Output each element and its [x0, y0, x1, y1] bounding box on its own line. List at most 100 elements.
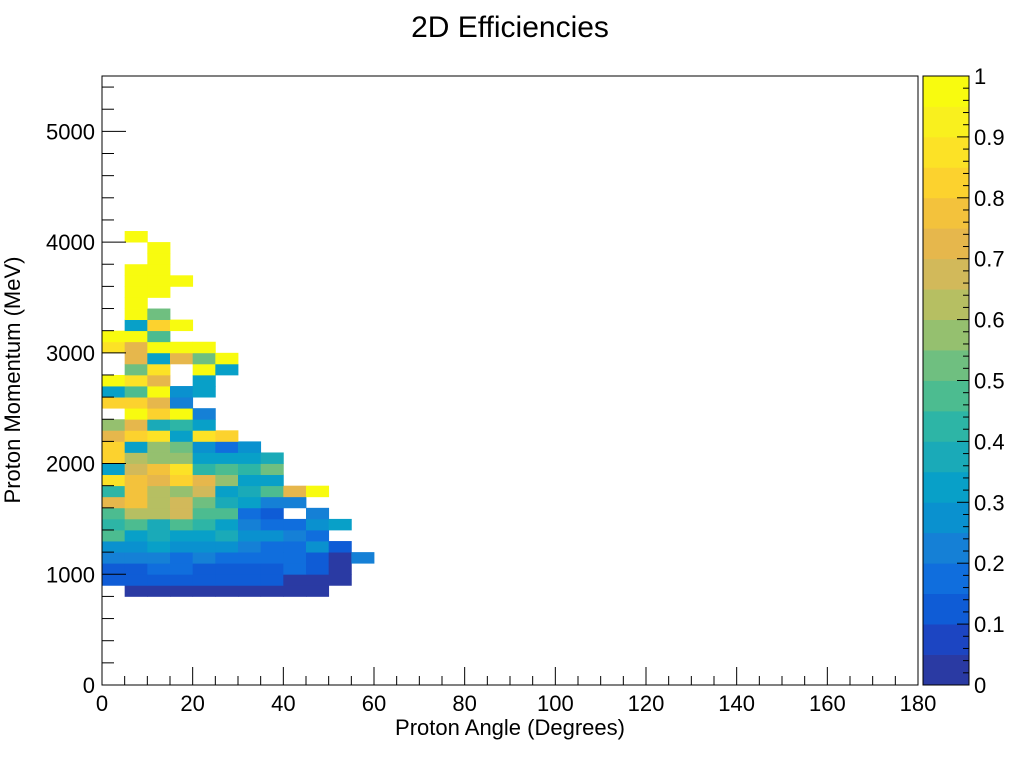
- heatmap-cell: [260, 518, 284, 531]
- heatmap-cell: [215, 485, 239, 498]
- heatmap-cell: [147, 574, 171, 586]
- heatmap-cell: [170, 574, 194, 586]
- heatmap-cell: [102, 574, 126, 586]
- heatmap-cell: [124, 264, 148, 276]
- heatmap-cell: [260, 541, 284, 553]
- heatmap-cell: [215, 529, 239, 542]
- heatmap-cell: [102, 507, 126, 520]
- heatmap-cell: [124, 363, 148, 376]
- heatmap-cell: [147, 352, 171, 365]
- heatmap-cell: [192, 474, 216, 487]
- heatmap-cell: [238, 518, 262, 531]
- x-tick-label: 40: [271, 691, 295, 716]
- heatmap-cell: [170, 386, 194, 398]
- heatmap-cell: [102, 552, 126, 564]
- heatmap-cell: [192, 463, 216, 476]
- heatmap-cell: [192, 574, 216, 586]
- heatmap-cell: [238, 552, 262, 564]
- x-tick-label: 120: [628, 691, 665, 716]
- heatmap-cell: [306, 585, 330, 597]
- y-axis: 0 1000 2000 3000 4000 5000: [46, 86, 126, 698]
- heatmap-cell: [124, 441, 148, 453]
- heatmap-cell: [124, 419, 148, 431]
- heatmap-cell: [102, 518, 126, 531]
- heatmap-cell: [124, 463, 148, 476]
- heatmap-cell: [102, 452, 126, 464]
- heatmap-cell: [192, 352, 216, 365]
- heatmap-cell: [238, 441, 262, 453]
- x-tick-label: 180: [900, 691, 937, 716]
- heatmap-cell: [192, 518, 216, 531]
- x-tick-label: 0: [96, 691, 108, 716]
- heatmap-cell: [147, 363, 171, 376]
- heatmap-cell: [124, 485, 148, 498]
- heatmap-cell: [192, 341, 216, 354]
- heatmap-cell: [215, 441, 239, 453]
- heatmap-cell: [102, 330, 126, 343]
- heatmap-cell: [102, 463, 126, 476]
- heatmap-cell: [260, 529, 284, 542]
- heatmap-cell: [306, 552, 330, 564]
- heatmap-cell: [215, 518, 239, 531]
- heatmap-cell: [215, 363, 239, 376]
- colorbar-segment: [923, 563, 969, 595]
- heatmap-cell: [238, 541, 262, 553]
- heatmap-cell: [192, 552, 216, 564]
- colorbar-tick-label: 0.8: [974, 186, 1005, 211]
- heatmap-cell: [170, 341, 194, 354]
- colorbar-segment: [923, 197, 969, 229]
- heatmap-cell: [102, 386, 126, 398]
- heatmap-cell: [306, 518, 330, 531]
- heatmap-cell: [170, 474, 194, 487]
- heatmap-cell: [238, 485, 262, 498]
- y-tick-label: 1000: [46, 562, 95, 587]
- heatmap-cell: [215, 585, 239, 597]
- y-tick-label: 2000: [46, 452, 95, 477]
- heatmap-cell: [215, 552, 239, 564]
- heatmap-cell: [192, 563, 216, 575]
- heatmap-cell: [124, 275, 148, 287]
- heatmap-cell: [192, 507, 216, 520]
- heatmap-cell: [124, 286, 148, 298]
- heatmap-cell: [147, 397, 171, 409]
- heatmap-cell: [102, 441, 126, 453]
- heatmap-cell: [124, 474, 148, 487]
- heatmap-cell: [260, 563, 284, 575]
- heatmap-cell: [124, 408, 148, 420]
- heatmap-cell: [215, 474, 239, 487]
- heatmap-cell: [328, 541, 352, 553]
- colorbar-tick-label: 0.5: [974, 369, 1005, 394]
- heatmap-cell: [147, 386, 171, 398]
- heatmap-cell: [170, 397, 194, 409]
- heatmap-cell: [147, 529, 171, 542]
- heatmap-cell: [260, 463, 284, 476]
- heatmap-cell: [238, 452, 262, 464]
- heatmap-cell: [147, 452, 171, 464]
- heatmap-cell: [170, 585, 194, 597]
- heatmap-cell: [147, 485, 171, 498]
- heatmap-cell: [283, 541, 307, 553]
- heatmap-cell: [215, 496, 239, 509]
- heatmap-cell: [215, 430, 239, 442]
- x-tick-label: 80: [452, 691, 476, 716]
- heatmap-cell: [238, 474, 262, 487]
- heatmap-cell: [124, 330, 148, 343]
- heatmap-cell: [124, 352, 148, 365]
- colorbar-segment: [923, 654, 969, 686]
- heatmap-cell: [147, 585, 171, 597]
- heatmap-cell: [124, 574, 148, 586]
- heatmap-cell: [170, 352, 194, 365]
- heatmap-cell: [192, 363, 216, 376]
- colorbar-tick-label: 0: [974, 673, 986, 698]
- colorbar-tick-label: 0.4: [974, 429, 1005, 454]
- heatmap-cell: [147, 264, 171, 276]
- heatmap-cell: [283, 485, 307, 498]
- heatmap-cell: [102, 419, 126, 431]
- heatmap-cell: [238, 585, 262, 597]
- heatmap-cell: [147, 463, 171, 476]
- y-tick-label: 0: [83, 673, 95, 698]
- heatmap-cell: [124, 341, 148, 354]
- colorbar-segment: [923, 471, 969, 503]
- heatmap-cell: [147, 441, 171, 453]
